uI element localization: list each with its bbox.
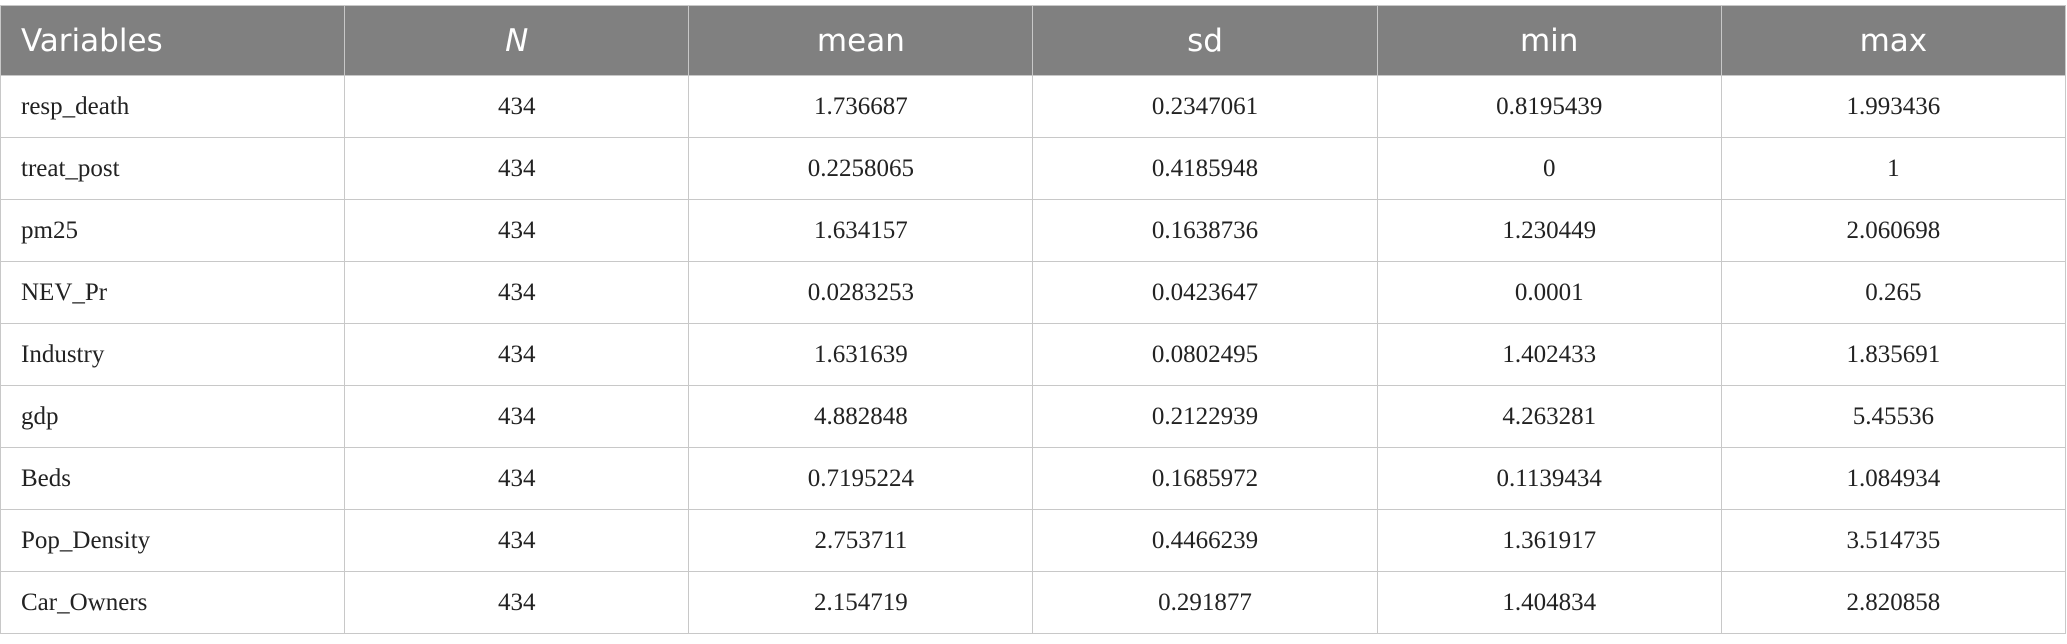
value-cell: 3.514735 [1720, 509, 2067, 572]
table-row: Beds 434 0.7195224 0.1685972 0.1139434 1.0849… [0, 447, 2067, 510]
value-cell: 0 [1376, 137, 1722, 200]
value-cell: 1.736687 [688, 75, 1034, 138]
value-cell: 0.1685972 [1032, 447, 1378, 510]
variable-name: gdp [0, 385, 346, 448]
variable-name: Pop_Density [0, 509, 346, 572]
table-row: Industry 434 1.631639 0.0802495 1.402433 1.83… [0, 323, 2067, 386]
value-cell: 0.4466239 [1032, 509, 1378, 572]
value-cell: 1 [1720, 137, 2067, 200]
value-cell: 0.2122939 [1032, 385, 1378, 448]
table-row: resp_death 434 1.736687 0.2347061 0.8195439 1… [0, 75, 2067, 138]
value-cell: 4.882848 [688, 385, 1034, 448]
value-cell: 5.45536 [1720, 385, 2067, 448]
value-cell: 1.835691 [1720, 323, 2067, 386]
value-cell: 2.060698 [1720, 199, 2067, 262]
table-row: Car_Owners 434 2.154719 0.291877 1.404834 2.8… [0, 571, 2067, 634]
table-row: treat_post 434 0.2258065 0.4185948 0 1 [0, 137, 2067, 200]
value-cell: 434 [344, 323, 690, 386]
value-cell: 0.2347061 [1032, 75, 1378, 138]
value-cell: 0.0001 [1376, 261, 1722, 324]
value-cell: 2.154719 [688, 571, 1034, 634]
value-cell: 434 [344, 447, 690, 510]
value-cell: 434 [344, 75, 690, 138]
value-cell: 434 [344, 509, 690, 572]
table-body: resp_death 434 1.736687 0.2347061 0.8195439 1… [0, 75, 2067, 634]
value-cell: 0.1638736 [1032, 199, 1378, 262]
header-cell: max [1720, 5, 2067, 76]
value-cell: 0.4185948 [1032, 137, 1378, 200]
table-row: Pop_Density 434 2.753711 0.4466239 1.361917 3… [0, 509, 2067, 572]
value-cell: 1.631639 [688, 323, 1034, 386]
variable-name: pm25 [0, 199, 346, 262]
value-cell: 0.8195439 [1376, 75, 1722, 138]
header-cell: min [1376, 5, 1722, 76]
value-cell: 0.0802495 [1032, 323, 1378, 386]
variable-name: Industry [0, 323, 346, 386]
variable-name: Car_Owners [0, 571, 346, 634]
value-cell: 0.0283253 [688, 261, 1034, 324]
table-row: pm25 434 1.634157 0.1638736 1.230449 2.060698 [0, 199, 2067, 262]
value-cell: 1.230449 [1376, 199, 1722, 262]
value-cell: 434 [344, 385, 690, 448]
table-row: NEV_Pr 434 0.0283253 0.0423647 0.0001 0.265 [0, 261, 2067, 324]
header-cell: N [344, 5, 690, 76]
value-cell: 0.265 [1720, 261, 2067, 324]
header-cell: mean [688, 5, 1034, 76]
value-cell: 0.2258065 [688, 137, 1034, 200]
header-cell: Variables [0, 5, 346, 76]
value-cell: 434 [344, 199, 690, 262]
variable-name: NEV_Pr [0, 261, 346, 324]
value-cell: 1.634157 [688, 199, 1034, 262]
value-cell: 1.404834 [1376, 571, 1722, 634]
value-cell: 434 [344, 571, 690, 634]
header-cell: sd [1032, 5, 1378, 76]
value-cell: 0.1139434 [1376, 447, 1722, 510]
value-cell: 1.402433 [1376, 323, 1722, 386]
value-cell: 434 [344, 261, 690, 324]
value-cell: 0.7195224 [688, 447, 1034, 510]
variable-name: resp_death [0, 75, 346, 138]
value-cell: 434 [344, 137, 690, 200]
value-cell: 2.753711 [688, 509, 1034, 572]
value-cell: 2.820858 [1720, 571, 2067, 634]
value-cell: 0.291877 [1032, 571, 1378, 634]
value-cell: 0.0423647 [1032, 261, 1378, 324]
value-cell: 1.361917 [1376, 509, 1722, 572]
variable-name: Beds [0, 447, 346, 510]
table-row: gdp 434 4.882848 0.2122939 4.263281 5.45536 [0, 385, 2067, 448]
value-cell: 1.084934 [1720, 447, 2067, 510]
value-cell: 4.263281 [1376, 385, 1722, 448]
value-cell: 1.993436 [1720, 75, 2067, 138]
variable-name: treat_post [0, 137, 346, 200]
